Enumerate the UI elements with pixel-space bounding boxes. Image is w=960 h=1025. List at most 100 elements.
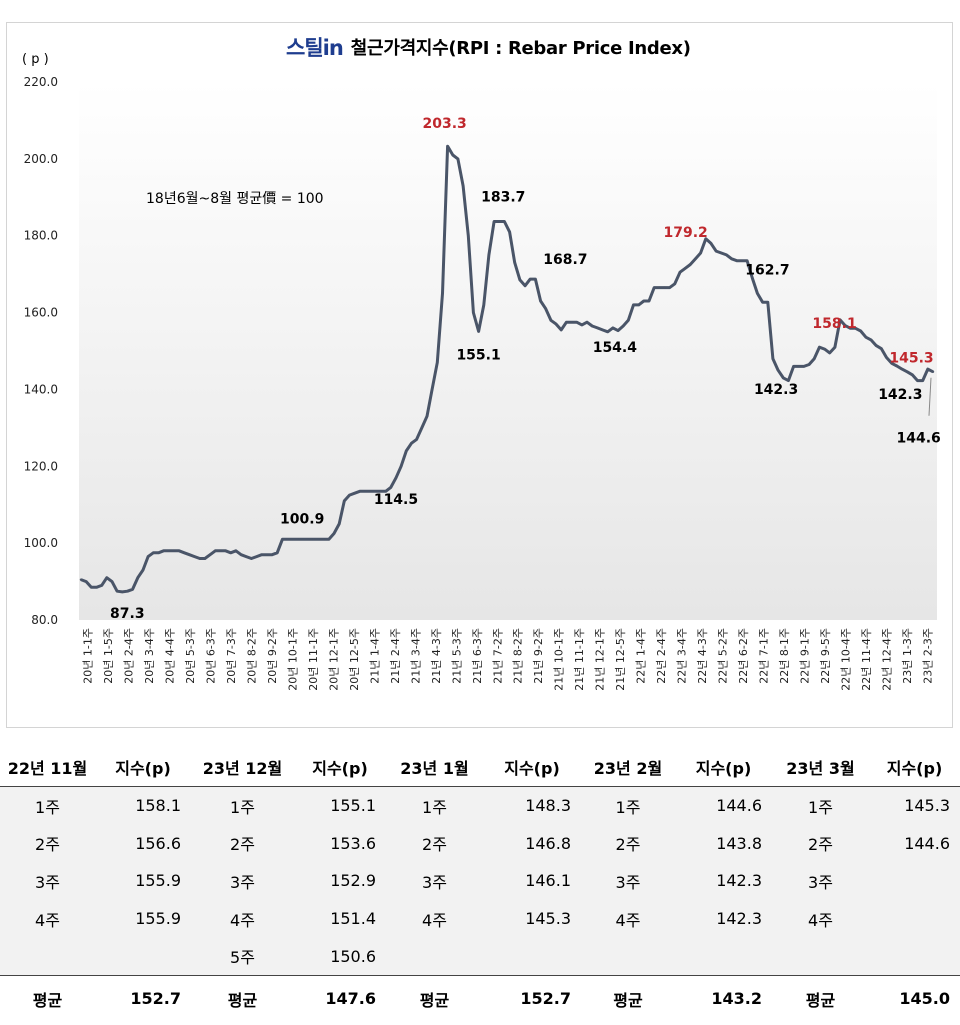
x-tick-label: 21년 5-3주 xyxy=(450,628,463,684)
data-point xyxy=(802,365,806,368)
data-point xyxy=(358,490,362,493)
index-cell: 152.9 xyxy=(294,862,386,900)
index-cell: 145.3 xyxy=(483,899,581,938)
data-point xyxy=(916,379,919,382)
data-point xyxy=(487,253,491,257)
data-point xyxy=(353,491,356,495)
x-tick-label: 20년 9-2주 xyxy=(266,628,279,684)
data-point xyxy=(642,299,646,303)
x-tick-label: 21년 6-3주 xyxy=(471,628,484,684)
x-tick-label: 22년 4-3주 xyxy=(696,628,709,684)
data-point xyxy=(177,549,181,553)
data-point xyxy=(554,322,558,326)
data-point xyxy=(136,576,139,579)
data-point xyxy=(575,320,578,324)
table-row: 5주 150.6 xyxy=(0,937,960,976)
data-point xyxy=(544,307,547,310)
x-tick-label: 23년 2-3주 xyxy=(922,628,935,684)
x-tick-label: 22년 11-4주 xyxy=(860,628,873,691)
average-label: 평균 xyxy=(191,974,294,1022)
index-cell xyxy=(675,937,772,976)
data-point xyxy=(652,286,656,289)
average-value: 152.7 xyxy=(95,974,191,1022)
data-point xyxy=(379,490,382,493)
data-point xyxy=(451,153,454,157)
data-point xyxy=(162,549,165,553)
data-point xyxy=(461,184,465,187)
data-point xyxy=(348,493,351,497)
data-point xyxy=(399,465,403,468)
data-point xyxy=(823,347,826,351)
leader-line xyxy=(928,377,932,416)
data-label: 144.6 xyxy=(897,431,941,447)
data-point xyxy=(895,364,899,368)
table-row: 1주 158.1 1주 155.1 1주 148.3 1주 144.6 1주 145.3 xyxy=(0,786,960,825)
data-point xyxy=(931,370,935,373)
average-value: 143.2 xyxy=(675,974,772,1022)
data-point xyxy=(627,319,630,322)
data-point xyxy=(797,365,800,368)
data-point xyxy=(84,580,88,583)
x-tick-label: 20년 1-5주 xyxy=(102,628,115,684)
data-point xyxy=(699,251,702,255)
data-point xyxy=(549,319,553,322)
index-cell xyxy=(869,899,960,938)
data-point xyxy=(709,242,713,245)
data-point xyxy=(782,376,785,380)
month-header: 23년 3월 xyxy=(772,748,869,787)
x-tick-label: 20년 2-4주 xyxy=(122,628,135,684)
data-point xyxy=(322,538,325,541)
data-label: 87.3 xyxy=(110,606,145,622)
data-point xyxy=(183,551,186,554)
data-point xyxy=(766,300,769,304)
average-row: 평균 152.7 평균 147.6 평균 152.7 평균 143.2 평균 145.0 xyxy=(0,974,960,1022)
data-point xyxy=(673,282,677,285)
data-point xyxy=(425,415,429,418)
week-cell xyxy=(0,937,95,976)
data-point xyxy=(188,553,191,556)
y-tick-label: 220.0 xyxy=(24,75,58,89)
data-point xyxy=(637,303,640,307)
data-point xyxy=(193,555,196,558)
data-point xyxy=(363,490,367,493)
index-cell xyxy=(869,937,960,976)
table-row: 3주 155.9 3주 152.9 3주 146.1 3주 142.3 3주 xyxy=(0,862,960,900)
data-label: 142.3 xyxy=(754,382,798,398)
data-point xyxy=(616,329,620,332)
x-tick-label: 21년 10-1주 xyxy=(553,628,566,691)
data-label: 158.1 xyxy=(812,316,856,332)
data-label: 183.7 xyxy=(481,189,525,205)
data-point xyxy=(105,576,109,579)
data-label: 179.2 xyxy=(663,225,707,241)
data-point xyxy=(394,476,398,480)
data-point xyxy=(771,357,775,360)
data-point xyxy=(818,345,821,349)
y-tick-label: 140.0 xyxy=(24,382,58,396)
x-tick-label: 20년 3-4주 xyxy=(143,628,156,684)
x-tick-label: 22년 7-1주 xyxy=(758,628,771,684)
data-point xyxy=(482,303,485,307)
data-point xyxy=(492,220,496,223)
x-tick-label: 21년 12-1주 xyxy=(594,628,607,691)
line-chart: 80.0 100.0 120.0 140.0 160.0 180.0 200.0 220.0 2… xyxy=(24,75,941,691)
x-tick-label: 22년 10-4주 xyxy=(840,628,853,691)
average-value: 152.7 xyxy=(483,974,581,1022)
data-point xyxy=(720,251,723,255)
data-point xyxy=(281,538,284,541)
data-point xyxy=(270,553,274,556)
data-point xyxy=(90,586,93,589)
data-point xyxy=(756,292,759,295)
data-point xyxy=(880,347,883,350)
rpi-series-line xyxy=(80,144,934,594)
data-point xyxy=(905,370,909,373)
data-point xyxy=(844,324,847,327)
x-tick-label: 22년 5-2주 xyxy=(717,628,730,684)
data-point xyxy=(110,580,114,583)
data-point xyxy=(787,379,790,382)
y-tick-label: 180.0 xyxy=(24,229,58,243)
data-point xyxy=(219,549,222,553)
data-label: 162.7 xyxy=(745,262,789,278)
data-point xyxy=(658,286,661,289)
data-point xyxy=(100,584,103,587)
data-point xyxy=(668,286,671,289)
